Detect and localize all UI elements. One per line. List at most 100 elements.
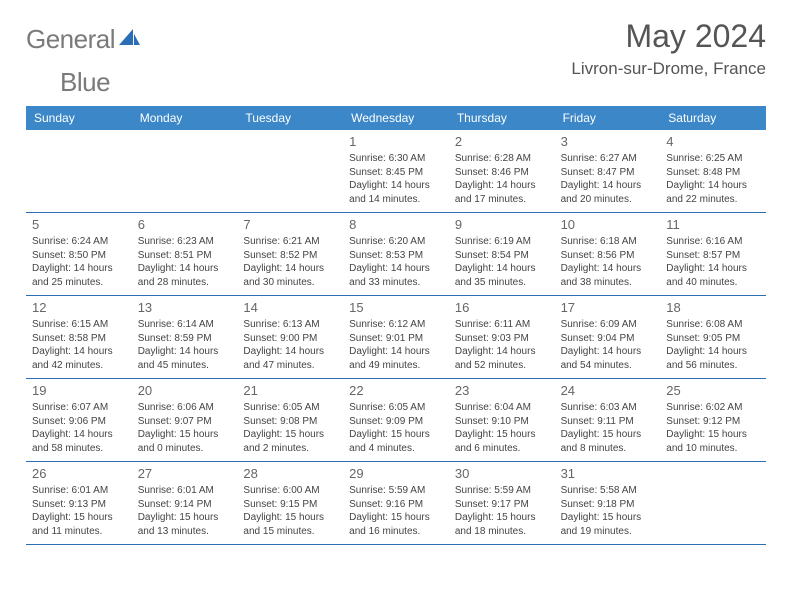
calendar-day-cell: 19Sunrise: 6:07 AMSunset: 9:06 PMDayligh… [26, 379, 132, 461]
day-number: 31 [561, 466, 657, 481]
calendar-day-cell: 14Sunrise: 6:13 AMSunset: 9:00 PMDayligh… [237, 296, 343, 378]
daylight-text: Daylight: 14 hours and 33 minutes. [349, 262, 445, 289]
calendar-day-cell: 31Sunrise: 5:58 AMSunset: 9:18 PMDayligh… [555, 462, 661, 544]
daylight-text: Daylight: 15 hours and 13 minutes. [138, 511, 234, 538]
daylight-text: Daylight: 14 hours and 20 minutes. [561, 179, 657, 206]
daylight-text: Daylight: 14 hours and 42 minutes. [32, 345, 128, 372]
calendar-day-cell [26, 130, 132, 212]
calendar-day-cell: 10Sunrise: 6:18 AMSunset: 8:56 PMDayligh… [555, 213, 661, 295]
daylight-text: Daylight: 14 hours and 52 minutes. [455, 345, 551, 372]
calendar-day-cell: 9Sunrise: 6:19 AMSunset: 8:54 PMDaylight… [449, 213, 555, 295]
day-number: 11 [666, 217, 762, 232]
day-number: 25 [666, 383, 762, 398]
day-info: Sunrise: 6:04 AMSunset: 9:10 PMDaylight:… [455, 401, 551, 455]
weekday-header: Thursday [449, 106, 555, 130]
sunrise-text: Sunrise: 6:25 AM [666, 152, 762, 166]
sunset-text: Sunset: 9:18 PM [561, 498, 657, 512]
sunrise-text: Sunrise: 6:11 AM [455, 318, 551, 332]
sunset-text: Sunset: 9:07 PM [138, 415, 234, 429]
sunrise-text: Sunrise: 5:59 AM [455, 484, 551, 498]
sunrise-text: Sunrise: 6:21 AM [243, 235, 339, 249]
calendar-day-cell: 24Sunrise: 6:03 AMSunset: 9:11 PMDayligh… [555, 379, 661, 461]
daylight-text: Daylight: 15 hours and 15 minutes. [243, 511, 339, 538]
sunrise-text: Sunrise: 5:58 AM [561, 484, 657, 498]
weekday-header: Friday [555, 106, 661, 130]
day-info: Sunrise: 6:05 AMSunset: 9:08 PMDaylight:… [243, 401, 339, 455]
daylight-text: Daylight: 15 hours and 6 minutes. [455, 428, 551, 455]
location-subtitle: Livron-sur-Drome, France [571, 59, 766, 79]
day-number: 4 [666, 134, 762, 149]
title-block: May 2024 Livron-sur-Drome, France [571, 18, 766, 79]
day-number: 27 [138, 466, 234, 481]
sunset-text: Sunset: 9:09 PM [349, 415, 445, 429]
calendar-day-cell: 2Sunrise: 6:28 AMSunset: 8:46 PMDaylight… [449, 130, 555, 212]
calendar-day-cell: 29Sunrise: 5:59 AMSunset: 9:16 PMDayligh… [343, 462, 449, 544]
sunrise-text: Sunrise: 6:04 AM [455, 401, 551, 415]
day-number: 18 [666, 300, 762, 315]
day-info: Sunrise: 6:12 AMSunset: 9:01 PMDaylight:… [349, 318, 445, 372]
daylight-text: Daylight: 14 hours and 40 minutes. [666, 262, 762, 289]
day-number: 9 [455, 217, 551, 232]
sunset-text: Sunset: 9:00 PM [243, 332, 339, 346]
day-info: Sunrise: 6:03 AMSunset: 9:11 PMDaylight:… [561, 401, 657, 455]
calendar-day-cell: 6Sunrise: 6:23 AMSunset: 8:51 PMDaylight… [132, 213, 238, 295]
sunset-text: Sunset: 9:13 PM [32, 498, 128, 512]
sunset-text: Sunset: 8:52 PM [243, 249, 339, 263]
weekday-header: Wednesday [343, 106, 449, 130]
day-info: Sunrise: 6:02 AMSunset: 9:12 PMDaylight:… [666, 401, 762, 455]
sunset-text: Sunset: 9:10 PM [455, 415, 551, 429]
daylight-text: Daylight: 14 hours and 30 minutes. [243, 262, 339, 289]
sunrise-text: Sunrise: 6:01 AM [32, 484, 128, 498]
day-info: Sunrise: 6:11 AMSunset: 9:03 PMDaylight:… [455, 318, 551, 372]
sunrise-text: Sunrise: 6:16 AM [666, 235, 762, 249]
day-info: Sunrise: 6:25 AMSunset: 8:48 PMDaylight:… [666, 152, 762, 206]
day-number: 29 [349, 466, 445, 481]
daylight-text: Daylight: 15 hours and 10 minutes. [666, 428, 762, 455]
day-info: Sunrise: 6:21 AMSunset: 8:52 PMDaylight:… [243, 235, 339, 289]
sunrise-text: Sunrise: 6:27 AM [561, 152, 657, 166]
calendar-week-row: 5Sunrise: 6:24 AMSunset: 8:50 PMDaylight… [26, 213, 766, 296]
day-number: 21 [243, 383, 339, 398]
daylight-text: Daylight: 14 hours and 22 minutes. [666, 179, 762, 206]
sunrise-text: Sunrise: 5:59 AM [349, 484, 445, 498]
day-number: 13 [138, 300, 234, 315]
sunset-text: Sunset: 8:45 PM [349, 166, 445, 180]
calendar-day-cell: 4 Sunrise: 6:25 AMSunset: 8:48 PMDaylight… [660, 130, 766, 212]
day-number: 14 [243, 300, 339, 315]
weekday-header: Saturday [660, 106, 766, 130]
daylight-text: Daylight: 14 hours and 54 minutes. [561, 345, 657, 372]
day-number: 19 [32, 383, 128, 398]
day-info: Sunrise: 6:18 AMSunset: 8:56 PMDaylight:… [561, 235, 657, 289]
sunset-text: Sunset: 8:54 PM [455, 249, 551, 263]
day-info: Sunrise: 6:24 AMSunset: 8:50 PMDaylight:… [32, 235, 128, 289]
calendar-page: General May 2024 Livron-sur-Drome, Franc… [0, 0, 792, 545]
day-number: 26 [32, 466, 128, 481]
sunrise-text: Sunrise: 6:09 AM [561, 318, 657, 332]
calendar-grid: 1Sunrise: 6:30 AMSunset: 8:45 PMDaylight… [26, 130, 766, 545]
day-info: Sunrise: 6:15 AMSunset: 8:58 PMDaylight:… [32, 318, 128, 372]
daylight-text: Daylight: 15 hours and 8 minutes. [561, 428, 657, 455]
sunset-text: Sunset: 9:12 PM [666, 415, 762, 429]
day-info: Sunrise: 5:59 AMSunset: 9:17 PMDaylight:… [455, 484, 551, 538]
sunrise-text: Sunrise: 6:30 AM [349, 152, 445, 166]
daylight-text: Daylight: 14 hours and 28 minutes. [138, 262, 234, 289]
calendar-day-cell: 30Sunrise: 5:59 AMSunset: 9:17 PMDayligh… [449, 462, 555, 544]
calendar-day-cell: 25 Sunrise: 6:02 AMSunset: 9:12 PMDayligh… [660, 379, 766, 461]
sunset-text: Sunset: 9:14 PM [138, 498, 234, 512]
sunrise-text: Sunrise: 6:00 AM [243, 484, 339, 498]
day-info: Sunrise: 6:23 AMSunset: 8:51 PMDaylight:… [138, 235, 234, 289]
calendar-day-cell: 12Sunrise: 6:15 AMSunset: 8:58 PMDayligh… [26, 296, 132, 378]
calendar-day-cell: 13 Sunrise: 6:14 AMSunset: 8:59 PMDayligh… [132, 296, 238, 378]
day-info: Sunrise: 6:30 AMSunset: 8:45 PMDaylight:… [349, 152, 445, 206]
daylight-text: Daylight: 14 hours and 17 minutes. [455, 179, 551, 206]
day-info: Sunrise: 6:14 AMSunset: 8:59 PMDaylight:… [138, 318, 234, 372]
daylight-text: Daylight: 14 hours and 49 minutes. [349, 345, 445, 372]
sunset-text: Sunset: 9:11 PM [561, 415, 657, 429]
calendar-day-cell: 1Sunrise: 6:30 AMSunset: 8:45 PMDaylight… [343, 130, 449, 212]
sunrise-text: Sunrise: 6:13 AM [243, 318, 339, 332]
sunset-text: Sunset: 9:03 PM [455, 332, 551, 346]
calendar-day-cell: 17Sunrise: 6:09 AMSunset: 9:04 PMDayligh… [555, 296, 661, 378]
sunrise-text: Sunrise: 6:18 AM [561, 235, 657, 249]
calendar-day-cell: 22Sunrise: 6:05 AMSunset: 9:09 PMDayligh… [343, 379, 449, 461]
day-info: Sunrise: 6:27 AMSunset: 8:47 PMDaylight:… [561, 152, 657, 206]
